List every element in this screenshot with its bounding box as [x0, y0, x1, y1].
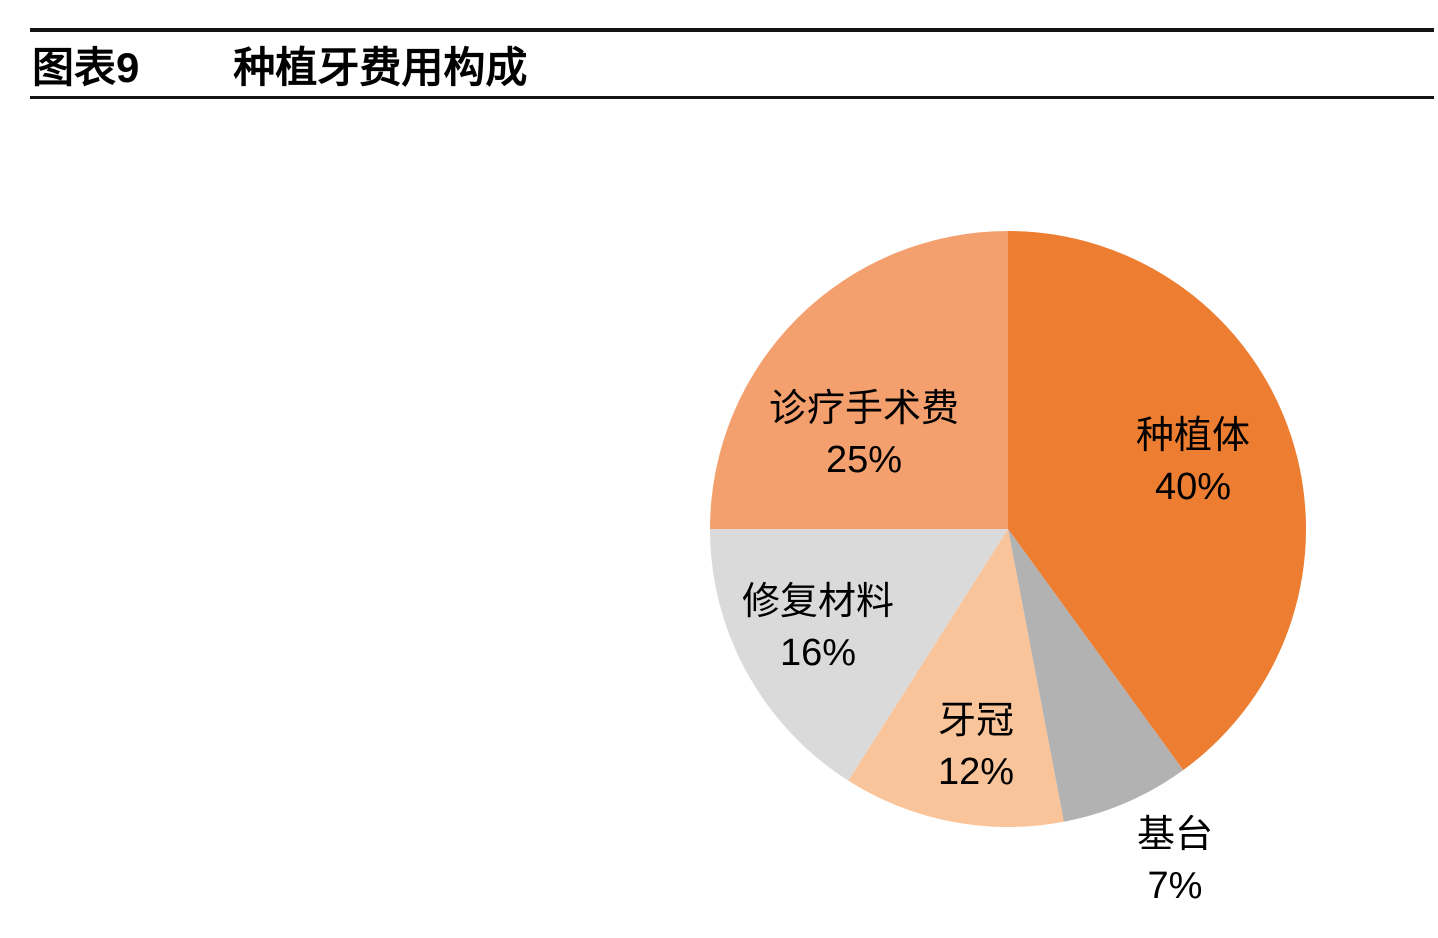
figure-title: 种植牙费用构成: [233, 43, 528, 91]
pie-slice-crown: [848, 529, 1064, 827]
pie-slice-implant: [1008, 230, 1307, 771]
pie-slice-restoration-material: [710, 529, 1008, 781]
figure-header: 图表9 种植牙费用构成: [30, 28, 1434, 99]
pie-slice-treatment-surgery-fee: [710, 231, 1008, 529]
pie-slice-abutment: [1008, 529, 1184, 822]
figure-number: 图表9: [32, 43, 140, 91]
